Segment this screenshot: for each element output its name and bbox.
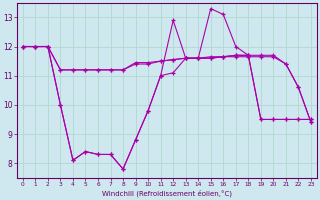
X-axis label: Windchill (Refroidissement éolien,°C): Windchill (Refroidissement éolien,°C) [102,190,232,197]
